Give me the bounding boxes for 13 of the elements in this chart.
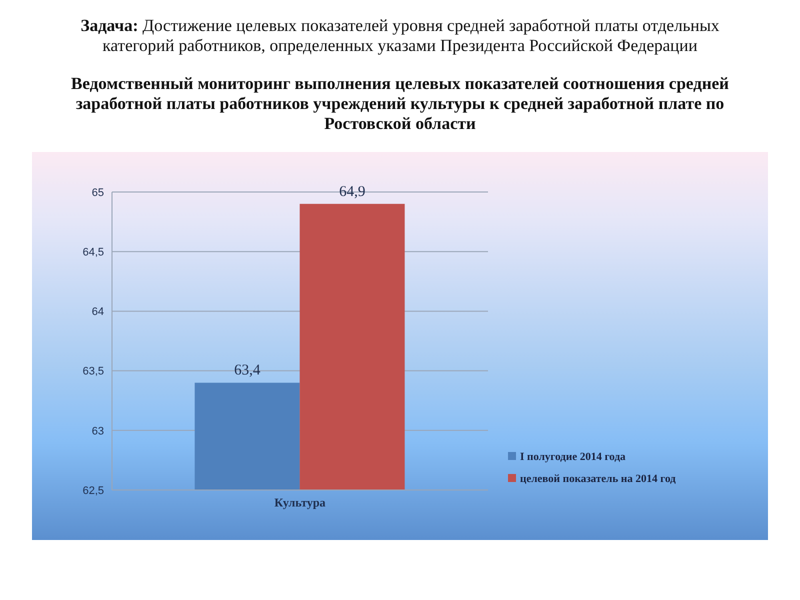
x-tick-label: Культура <box>274 496 326 510</box>
y-tick-label: 62,5 <box>82 484 104 497</box>
y-tick-label: 63 <box>92 425 104 438</box>
y-tick-label: 64 <box>92 306 104 318</box>
y-tick-label: 64,5 <box>82 246 104 259</box>
legend-label: I полугодие 2014 года <box>520 451 626 463</box>
legend-label: целевой показатель на 2014 год <box>520 473 676 485</box>
y-tick-label: 65 <box>92 186 104 199</box>
data-label: 64,9 <box>339 184 366 200</box>
chart-title: Задача: Достижение целевых показателей уровня средней заработной платы отдельных категорий работников, определенных указами Президента Российской Федерации <box>80 16 720 55</box>
y-tick-label: 63,5 <box>82 366 104 378</box>
data-label: 63,4 <box>234 362 261 379</box>
chart-subtitle: Ведомственный мониторинг выполнения целевых показателей соотношения средней заработной платы работников учреждений культуры к средней заработной плате по Ростовской области <box>70 73 730 134</box>
